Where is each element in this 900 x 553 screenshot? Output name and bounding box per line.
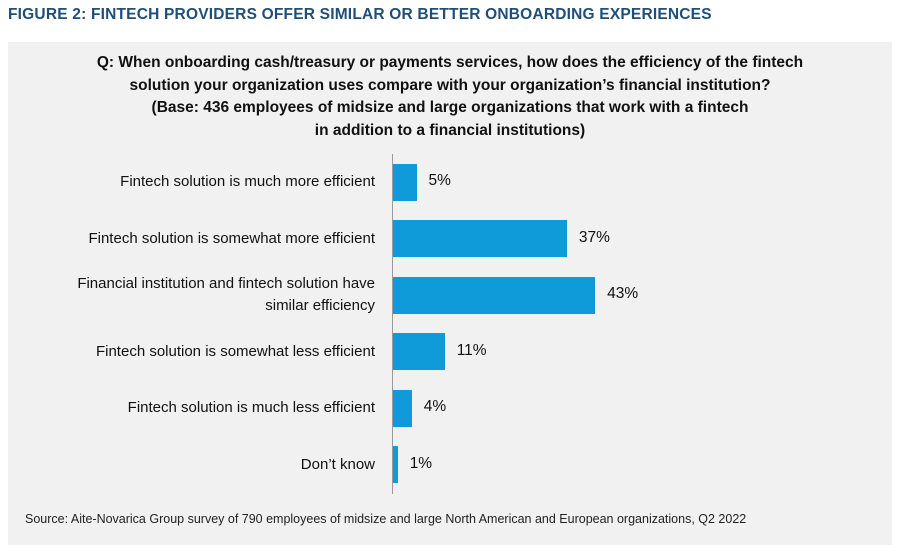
category-label-line: Financial institution and fintech soluti… <box>77 275 375 292</box>
category-label: Don’t know <box>0 454 375 476</box>
bar-value-label: 43% <box>607 285 639 302</box>
question-line: (Base: 436 employees of midsize and larg… <box>151 99 749 116</box>
bar-value-label: 11% <box>456 341 487 359</box>
question-text: Q: When onboarding cash/treasury or paym… <box>8 52 892 142</box>
bar <box>393 276 596 314</box>
source-note: Source: Aite-Novarica Group survey of 79… <box>25 512 747 526</box>
question-line: Q: When onboarding cash/treasury or paym… <box>96 54 804 71</box>
category-label-line: Fintech solution is much less efficient <box>127 399 375 416</box>
category-label: Fintech solution is somewhat more effici… <box>0 228 375 250</box>
bar <box>393 446 398 483</box>
category-axis-line <box>392 154 393 494</box>
category-label-line: similar efficiency <box>265 297 375 314</box>
category-label-line: Fintech solution is much more efficient <box>120 173 375 190</box>
bar-value-label: 5% <box>428 172 451 189</box>
bar <box>393 333 445 370</box>
question-line: solution your organization uses compare … <box>129 76 771 94</box>
bar <box>393 389 412 427</box>
chart-panel: Q: When onboarding cash/treasury or paym… <box>8 42 892 545</box>
bar-value-label: 4% <box>423 398 447 415</box>
bar <box>393 220 567 257</box>
category-label: Financial institution and fintech soluti… <box>0 273 375 317</box>
category-label-line: Don’t know <box>300 455 375 473</box>
category-label: Fintech solution is much more efficient <box>0 171 375 193</box>
category-label: Fintech solution is somewhat less effici… <box>0 341 375 363</box>
bar <box>393 163 417 201</box>
bar-value-label: 37% <box>578 228 610 246</box>
category-label: Fintech solution is much less efficient <box>0 397 375 419</box>
category-label-line: Fintech solution is somewhat less effici… <box>95 342 375 360</box>
figure-title: FIGURE 2: FINTECH PROVIDERS OFFER SIMILA… <box>8 6 712 23</box>
category-label-line: Fintech solution is somewhat more effici… <box>88 229 375 247</box>
bar-value-label: 1% <box>409 454 433 472</box>
question-line: in addition to a financial institutions) <box>314 121 586 139</box>
